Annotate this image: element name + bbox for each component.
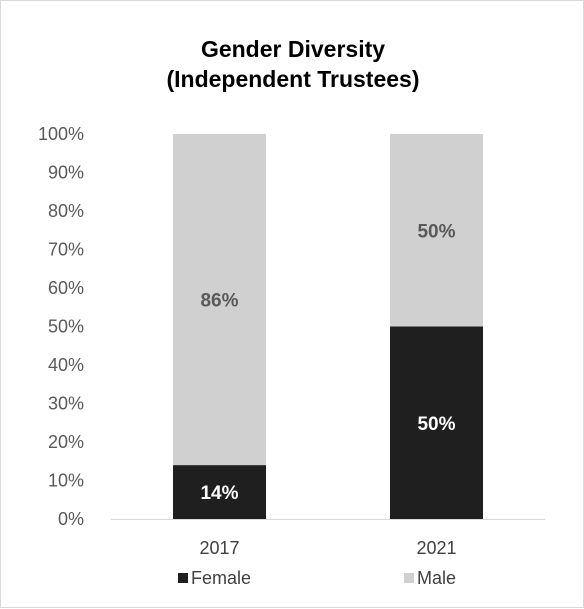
legend-label-female: Female: [191, 568, 251, 588]
bar-segment-male-2021: [390, 134, 483, 327]
bars: 14% 86% 50% 50%: [173, 134, 483, 519]
data-label-male-2017: 86%: [200, 291, 238, 312]
y-tick-label: 70%: [48, 240, 84, 260]
y-tick-label: 10%: [48, 471, 84, 491]
legend: Female Male: [178, 568, 456, 588]
x-category-label: 2017: [199, 538, 239, 558]
y-axis: 0% 10% 20% 30% 40% 50% 60% 70% 80% 90% 100%: [38, 124, 84, 529]
y-tick-label: 50%: [48, 317, 84, 337]
y-tick-label: 60%: [48, 278, 84, 298]
y-tick-label: 0%: [58, 509, 84, 529]
data-label-female-2017: 14%: [200, 483, 238, 504]
y-tick-label: 40%: [48, 355, 84, 375]
chart-title: Gender Diversity: [201, 36, 385, 62]
y-tick-label: 80%: [48, 201, 84, 221]
bar-segment-female-2021: [390, 326, 483, 519]
data-label-female-2021: 50%: [417, 414, 455, 435]
y-tick-label: 100%: [38, 124, 84, 144]
y-tick-label: 90%: [48, 163, 84, 183]
x-category-label: 2021: [416, 538, 456, 558]
legend-swatch-male: [404, 573, 414, 583]
legend-swatch-female: [178, 573, 188, 583]
x-axis: 2017 2021: [199, 538, 456, 558]
bar-segment-male-2017: [173, 134, 266, 466]
bar-segment-female-2017: [173, 465, 266, 519]
y-tick-label: 30%: [48, 394, 84, 414]
legend-label-male: Male: [417, 568, 456, 588]
chart-subtitle: (Independent Trustees): [166, 66, 419, 92]
data-label-male-2021: 50%: [417, 221, 455, 242]
y-tick-label: 20%: [48, 432, 84, 452]
